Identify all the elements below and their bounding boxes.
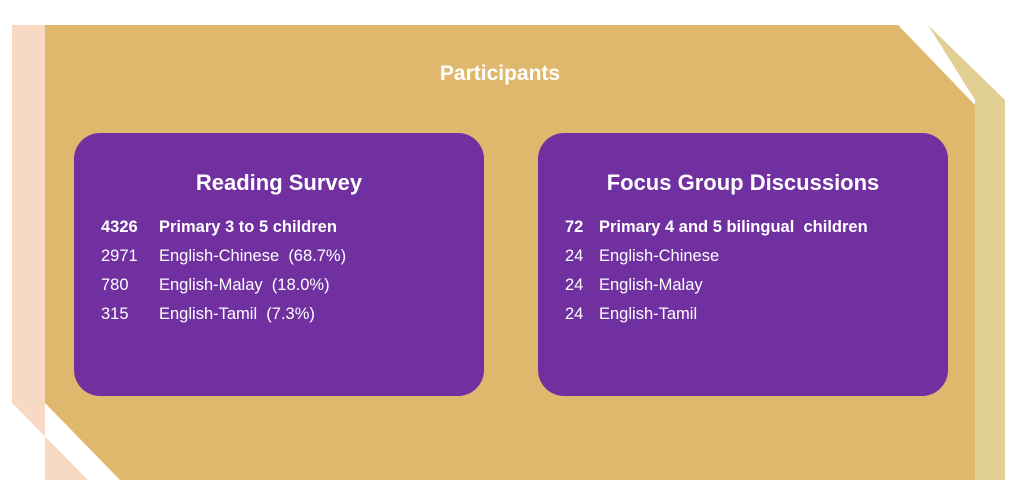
label: Primary 4 and 5 bilingual children	[599, 218, 868, 236]
participant-row: 2971 English-Chinese (68.7%)	[101, 246, 346, 275]
participant-row: 780 English-Malay (18.0%)	[101, 275, 346, 304]
count: 2971	[101, 247, 138, 265]
participant-row: 315 English-Tamil (7.3%)	[101, 304, 346, 333]
count: 4326	[101, 218, 138, 236]
count: 72	[565, 218, 584, 236]
count: 24	[565, 305, 584, 323]
count: 315	[101, 305, 129, 323]
participant-row: 24 English-Tamil	[565, 304, 868, 333]
label: English-Chinese (68.7%)	[159, 247, 347, 265]
label: English-Malay (18.0%)	[159, 276, 330, 294]
participant-row: 4326 Primary 3 to 5 children	[101, 217, 346, 246]
count: 24	[565, 247, 584, 265]
participant-row: 72 Primary 4 and 5 bilingual children	[565, 217, 868, 246]
participant-row: 24 English-Chinese	[565, 246, 868, 275]
left-strip	[12, 25, 88, 480]
label: English-Chinese	[599, 247, 720, 265]
label: Primary 3 to 5 children	[159, 218, 337, 236]
box-heading: Focus Group Discussions	[606, 170, 880, 195]
count: 780	[101, 276, 129, 294]
right-strip	[928, 25, 1005, 480]
box-heading: Reading Survey	[195, 170, 363, 195]
participant-row: 24 English-Malay	[565, 275, 868, 304]
focus-group-box: Focus Group Discussions 72 Primary 4 and …	[538, 133, 948, 396]
label: English-Malay	[599, 276, 703, 294]
label: English-Tamil (7.3%)	[159, 305, 315, 323]
diagram-title: Participants	[439, 62, 561, 85]
reading-survey-box: Reading Survey 4326 Primary 3 to 5 childr…	[74, 133, 484, 396]
label: English-Tamil	[599, 305, 698, 323]
count: 24	[565, 276, 584, 294]
